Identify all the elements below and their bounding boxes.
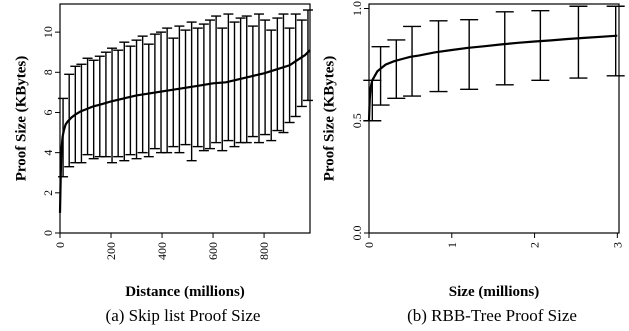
y-axis-label: Proof Size (KBytes) <box>321 56 337 182</box>
chart-caption: (b) RBB-Tree Proof Size <box>407 306 577 325</box>
mean-curve <box>58 49 311 213</box>
y-axis-label: Proof Size (KBytes) <box>13 56 29 182</box>
x-tick-label: 0 <box>362 242 376 248</box>
plot-frame <box>368 3 620 234</box>
y-tick-label: 0.0 <box>350 226 364 241</box>
x-tick-label: 3 <box>610 242 624 248</box>
x-tick-label: 2 <box>528 242 542 248</box>
y-tick-label: 6 <box>41 109 55 115</box>
y-tick-label: 0 <box>41 230 55 236</box>
mean-curve <box>367 34 618 121</box>
chart-rbb-tree-proof-size: Proof Size (KBytes) Size (millions) (b) … <box>321 1 625 325</box>
x-tick-label: 0 <box>53 242 67 248</box>
x-axis-label: Size (millions) <box>449 284 539 300</box>
x-tick-label: 200 <box>104 242 118 260</box>
y-axis-title: Proof Size (KBytes) <box>321 56 337 182</box>
x-axis-label: Distance (millions) <box>125 284 245 300</box>
y-tick-label: 10 <box>41 26 55 38</box>
y-tick-label: 4 <box>41 150 55 156</box>
y-tick-label: 8 <box>41 69 55 75</box>
x-tick-label: 400 <box>155 242 169 260</box>
chart-skip-list-proof-size: Proof Size (KBytes) Distance (millions) … <box>13 3 313 325</box>
y-axis-title: Proof Size (KBytes) <box>13 56 29 182</box>
chart-caption: (a) Skip list Proof Size <box>106 306 261 325</box>
plot-frame <box>59 3 311 234</box>
y-tick-label: 2 <box>41 190 55 196</box>
y-tick-label: 0.5 <box>350 113 364 128</box>
y-tick-label: 1.0 <box>350 1 364 16</box>
x-tick-label: 600 <box>206 242 220 260</box>
x-tick-label: 1 <box>445 242 459 248</box>
x-tick-label: 800 <box>257 242 271 260</box>
